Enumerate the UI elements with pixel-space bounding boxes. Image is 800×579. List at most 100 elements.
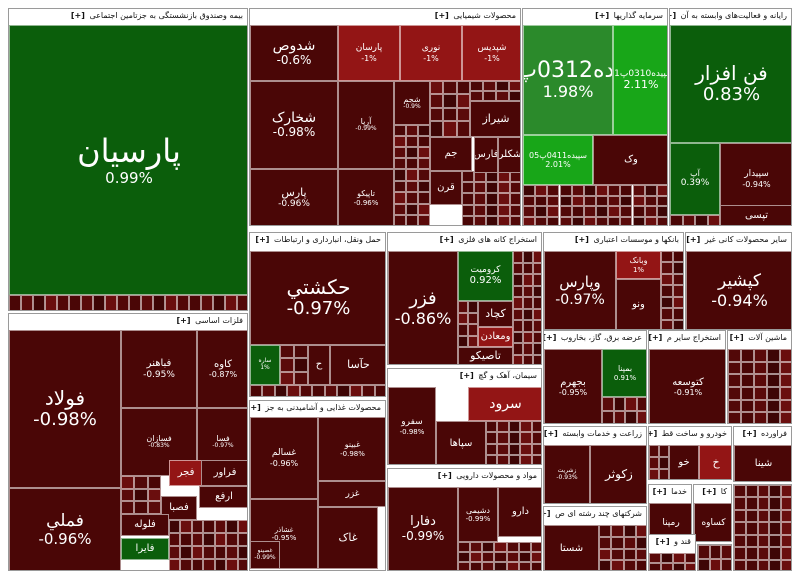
minor-stock-tile[interactable] xyxy=(418,203,430,216)
minor-stock-tile[interactable] xyxy=(780,361,791,375)
minor-stock-tile[interactable] xyxy=(757,547,770,560)
minor-stock-tile[interactable] xyxy=(406,203,418,216)
minor-stock-tile[interactable] xyxy=(533,354,541,364)
minor-stock-tile[interactable] xyxy=(458,324,468,336)
minor-stock-tile[interactable] xyxy=(721,545,731,559)
minor-stock-tile[interactable] xyxy=(153,295,165,310)
minor-stock-tile[interactable] xyxy=(213,295,225,310)
minor-stock-tile[interactable] xyxy=(659,469,669,479)
minor-stock-tile[interactable] xyxy=(520,454,532,464)
stock-tile[interactable]: فراور xyxy=(201,460,247,486)
minor-stock-tile[interactable] xyxy=(458,552,471,562)
minor-stock-tile[interactable] xyxy=(741,361,754,375)
minor-stock-tile[interactable] xyxy=(226,559,238,570)
minor-stock-tile[interactable] xyxy=(599,525,612,537)
minor-stock-tile[interactable] xyxy=(394,203,406,216)
stock-tile[interactable]: فارس xyxy=(474,137,498,173)
expand-sector-button[interactable]: [+] xyxy=(176,316,191,325)
minor-stock-tile[interactable] xyxy=(781,559,791,570)
sector-header[interactable]: استخراج کانه های فلزی [+] xyxy=(388,233,541,247)
minor-stock-tile[interactable] xyxy=(608,206,621,217)
minor-stock-tile[interactable] xyxy=(486,193,498,205)
minor-stock-tile[interactable] xyxy=(673,251,683,263)
minor-stock-tile[interactable] xyxy=(608,195,621,206)
stock-tile[interactable]: سپیده0411پ05 2.01% xyxy=(523,135,593,185)
minor-stock-tile[interactable] xyxy=(509,81,520,91)
minor-stock-tile[interactable] xyxy=(462,193,474,205)
minor-stock-tile[interactable] xyxy=(214,520,227,533)
minor-stock-tile[interactable] xyxy=(728,399,741,413)
stock-tile[interactable]: خ xyxy=(699,445,731,479)
expand-sector-button[interactable]: [+] xyxy=(459,371,474,380)
minor-stock-tile[interactable] xyxy=(698,545,710,559)
minor-stock-tile[interactable] xyxy=(394,215,406,225)
minor-stock-tile[interactable] xyxy=(513,251,523,263)
minor-stock-tile[interactable] xyxy=(294,358,308,372)
minor-stock-tile[interactable] xyxy=(147,488,161,502)
minor-stock-tile[interactable] xyxy=(418,169,430,181)
minor-stock-tile[interactable] xyxy=(611,548,624,561)
minor-stock-tile[interactable] xyxy=(781,547,791,560)
minor-stock-tile[interactable] xyxy=(180,546,192,559)
minor-stock-tile[interactable] xyxy=(583,206,596,217)
minor-stock-tile[interactable] xyxy=(406,192,418,204)
minor-stock-tile[interactable] xyxy=(559,206,572,217)
minor-stock-tile[interactable] xyxy=(513,331,523,343)
minor-stock-tile[interactable] xyxy=(496,81,509,91)
minor-stock-tile[interactable] xyxy=(486,182,498,194)
minor-stock-tile[interactable] xyxy=(661,285,673,297)
minor-stock-tile[interactable] xyxy=(728,387,741,400)
minor-stock-tile[interactable] xyxy=(169,546,181,559)
stock-tile[interactable]: غسالم -0.96% xyxy=(250,417,318,499)
minor-stock-tile[interactable] xyxy=(237,559,247,570)
minor-stock-tile[interactable] xyxy=(721,558,731,570)
minor-stock-tile[interactable] xyxy=(571,216,584,225)
minor-stock-tile[interactable] xyxy=(468,312,478,324)
minor-stock-tile[interactable] xyxy=(635,560,646,570)
minor-stock-tile[interactable] xyxy=(535,206,548,217)
minor-stock-tile[interactable] xyxy=(169,533,181,546)
minor-stock-tile[interactable] xyxy=(523,320,533,332)
stock-tile[interactable]: شیراز xyxy=(470,101,520,137)
minor-stock-tile[interactable] xyxy=(659,457,669,469)
expand-sector-button[interactable]: [+] xyxy=(686,235,701,244)
minor-stock-tile[interactable] xyxy=(497,443,509,455)
minor-stock-tile[interactable] xyxy=(620,206,633,217)
stock-tile[interactable]: شکلر xyxy=(498,137,520,173)
minor-stock-tile[interactable] xyxy=(632,216,645,225)
minor-stock-tile[interactable] xyxy=(745,559,758,570)
minor-stock-tile[interactable] xyxy=(482,542,495,552)
minor-stock-tile[interactable] xyxy=(93,295,105,310)
minor-stock-tile[interactable] xyxy=(508,443,521,455)
minor-stock-tile[interactable] xyxy=(728,349,741,362)
minor-stock-tile[interactable] xyxy=(623,548,636,561)
stock-tile[interactable]: سپیده0312پ011.98% xyxy=(523,25,613,135)
minor-stock-tile[interactable] xyxy=(644,195,657,206)
minor-stock-tile[interactable] xyxy=(656,216,667,225)
minor-stock-tile[interactable] xyxy=(498,204,510,216)
minor-stock-tile[interactable] xyxy=(69,295,81,310)
minor-stock-tile[interactable] xyxy=(523,206,536,217)
minor-stock-tile[interactable] xyxy=(599,560,612,570)
stock-tile[interactable]: آپ 0.39% xyxy=(670,143,720,215)
minor-stock-tile[interactable] xyxy=(191,520,204,533)
minor-stock-tile[interactable] xyxy=(362,385,375,396)
minor-stock-tile[interactable] xyxy=(745,547,758,560)
minor-stock-tile[interactable] xyxy=(203,559,215,570)
minor-stock-tile[interactable] xyxy=(745,509,758,523)
minor-stock-tile[interactable] xyxy=(533,285,541,297)
minor-stock-tile[interactable] xyxy=(180,533,192,546)
minor-stock-tile[interactable] xyxy=(443,107,457,121)
stock-tile[interactable]: شدوص -0.6% xyxy=(250,25,338,81)
minor-stock-tile[interactable] xyxy=(533,251,541,263)
minor-stock-tile[interactable] xyxy=(734,522,746,535)
minor-stock-tile[interactable] xyxy=(394,180,406,193)
minor-stock-tile[interactable] xyxy=(673,273,683,286)
expand-sector-button[interactable]: [+] xyxy=(70,11,85,20)
minor-stock-tile[interactable] xyxy=(780,399,791,413)
minor-stock-tile[interactable] xyxy=(443,81,457,95)
minor-stock-tile[interactable] xyxy=(754,399,767,413)
minor-stock-tile[interactable] xyxy=(513,262,523,274)
minor-stock-tile[interactable] xyxy=(523,262,533,274)
stock-tile[interactable]: پارسیان 0.99% xyxy=(9,25,247,295)
